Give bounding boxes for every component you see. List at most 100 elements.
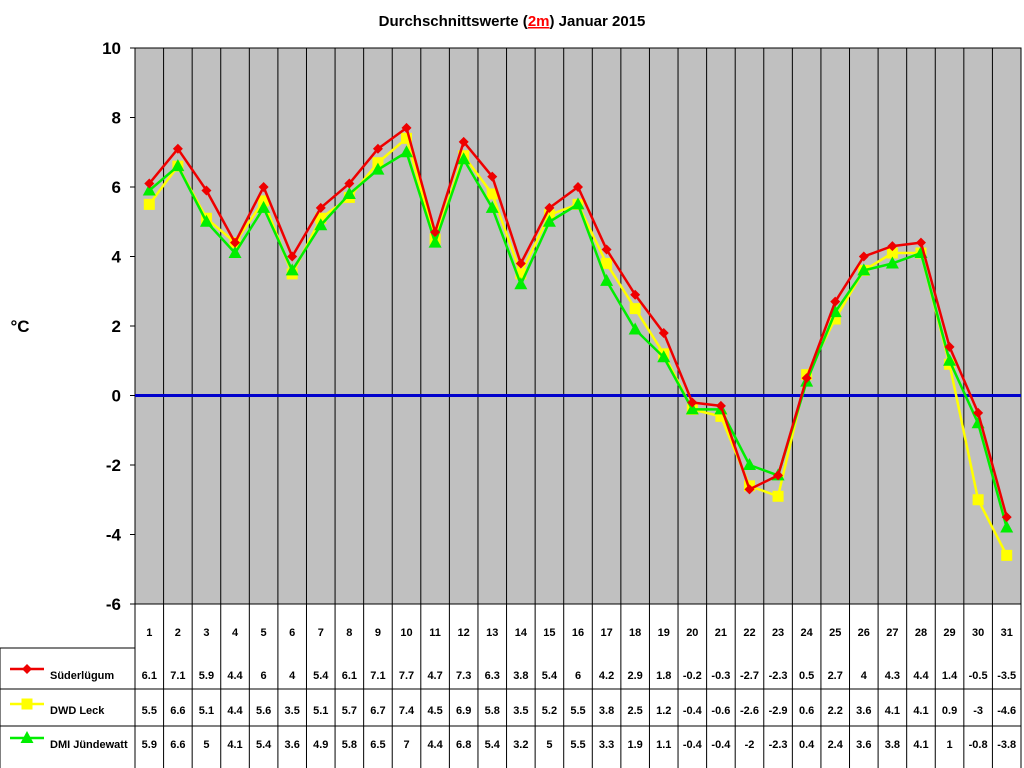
data-point-s-derl-gum: [601, 244, 612, 255]
table-cell-s-derl-gum: 4.7: [427, 670, 442, 682]
data-point-dwd-leck: [629, 303, 641, 315]
x-tick-label: 15: [543, 627, 555, 639]
x-tick-label: 14: [515, 627, 528, 639]
data-point-dmi-j-ndewatt: [571, 197, 585, 210]
table-cell-s-derl-gum: 7.3: [456, 670, 471, 682]
data-point-s-derl-gum: [287, 251, 298, 262]
table-cell-dwd-leck: 3.8: [599, 705, 614, 717]
data-point-s-derl-gum: [344, 178, 355, 189]
table-cell-s-derl-gum: 0.5: [799, 670, 814, 682]
data-point-s-derl-gum: [401, 122, 412, 133]
table-cell-dwd-leck: 0.6: [799, 705, 814, 717]
data-point-s-derl-gum: [687, 397, 698, 408]
data-point-s-derl-gum: [315, 202, 326, 213]
data-point-dmi-j-ndewatt: [857, 263, 871, 276]
table-cell-dmi-j-ndewatt: 5: [546, 739, 552, 751]
data-point-s-derl-gum: [258, 182, 269, 192]
table-cell-dwd-leck: 4.1: [885, 705, 900, 717]
y-tick-label: 0: [112, 387, 121, 406]
table-cell-s-derl-gum: -0.2: [683, 670, 702, 682]
x-tick-label: 16: [572, 627, 584, 639]
data-point-s-derl-gum: [230, 237, 241, 248]
data-point-s-derl-gum: [487, 171, 498, 182]
table-cell-dwd-leck: 3.5: [285, 705, 300, 717]
table-cell-dwd-leck: 2.2: [828, 705, 843, 717]
table-cell-dmi-j-ndewatt: 4.9: [313, 739, 328, 751]
y-axis-unit-label: °C: [10, 317, 29, 336]
table-cell-dwd-leck: -2.9: [769, 705, 788, 717]
legend-swatch-marker-dmi-j-ndewatt: [20, 731, 34, 743]
data-point-dwd-leck: [1001, 549, 1013, 561]
x-tick-label: 30: [972, 627, 984, 639]
data-point-s-derl-gum: [144, 178, 155, 189]
table-cell-dwd-leck: 5.2: [542, 705, 557, 717]
x-tick-label: 17: [600, 627, 612, 639]
data-point-dmi-j-ndewatt: [400, 145, 414, 158]
data-point-dwd-leck: [829, 313, 841, 325]
chart-title: Durchschnittswerte (2m) Januar 2015: [379, 13, 646, 30]
legend-swatch-marker-s-derl-gum: [22, 664, 32, 674]
data-point-s-derl-gum: [715, 400, 726, 411]
table-cell-s-derl-gum: -0.3: [711, 670, 730, 682]
table-cell-s-derl-gum: 6.1: [342, 670, 357, 682]
chart-title-highlight: 2m: [528, 13, 550, 30]
table-cell-dmi-j-ndewatt: 3.3: [599, 739, 614, 751]
table-cell-s-derl-gum: 7.1: [170, 670, 185, 682]
data-point-dmi-j-ndewatt: [228, 246, 242, 259]
data-point-dmi-j-ndewatt: [485, 200, 499, 213]
table-cell-dwd-leck: 5.5: [142, 705, 157, 717]
table-cell-dwd-leck: 0.9: [942, 705, 957, 717]
table-cell-s-derl-gum: 4: [861, 670, 868, 682]
table-cell-dmi-j-ndewatt: 1.1: [656, 739, 671, 751]
table-cell-dmi-j-ndewatt: 6.5: [370, 739, 385, 751]
table-cell-dmi-j-ndewatt: 5.5: [570, 739, 585, 751]
data-point-s-derl-gum: [944, 341, 955, 352]
y-tick-label: 2: [112, 317, 121, 336]
table-cell-s-derl-gum: 6: [575, 670, 581, 682]
table-cell-dmi-j-ndewatt: 5.4: [485, 739, 501, 751]
table-cell-dmi-j-ndewatt: 6.8: [456, 739, 471, 751]
table-cell-s-derl-gum: -0.5: [969, 670, 988, 682]
data-point-dmi-j-ndewatt: [285, 263, 299, 276]
table-cell-dmi-j-ndewatt: 1.9: [628, 739, 643, 751]
table-cell-s-derl-gum: 6.1: [142, 670, 157, 682]
table-cell-s-derl-gum: 1.8: [656, 670, 671, 682]
data-point-dwd-leck: [886, 247, 898, 259]
data-point-dmi-j-ndewatt: [685, 402, 699, 415]
table-cell-dmi-j-ndewatt: 3.6: [285, 739, 300, 751]
data-point-dwd-leck: [772, 490, 784, 502]
data-point-dwd-leck: [601, 257, 613, 269]
x-tick-label: 7: [318, 627, 324, 639]
data-point-dwd-leck: [143, 198, 155, 210]
table-cell-dwd-leck: 5.6: [256, 705, 271, 717]
table-cell-s-derl-gum: 5.4: [542, 670, 558, 682]
x-tick-label: 22: [743, 627, 755, 639]
table-cell-s-derl-gum: -2.3: [769, 670, 788, 682]
chart-title-prefix: Durchschnittswerte (: [379, 13, 528, 30]
data-point-dmi-j-ndewatt: [742, 458, 756, 470]
table-cell-s-derl-gum: -3.5: [997, 670, 1016, 682]
data-point-dmi-j-ndewatt: [171, 159, 185, 172]
table-cell-dwd-leck: 5.1: [313, 705, 328, 717]
table-cell-dwd-leck: 5.7: [342, 705, 357, 717]
data-point-dmi-j-ndewatt: [943, 353, 957, 366]
data-point-s-derl-gum: [830, 296, 841, 307]
table-cell-dmi-j-ndewatt: 1: [946, 739, 952, 751]
x-tick-label: 5: [261, 627, 267, 639]
table-cell-dmi-j-ndewatt: -0.8: [969, 739, 988, 751]
x-tick-label: 4: [232, 627, 239, 639]
table-cell-dwd-leck: -3: [973, 705, 983, 717]
data-point-dmi-j-ndewatt: [514, 277, 528, 290]
data-point-dmi-j-ndewatt: [542, 214, 556, 227]
table-cell-dmi-j-ndewatt: 5.4: [256, 739, 272, 751]
table-cell-dmi-j-ndewatt: 7: [403, 739, 409, 751]
table-cell-dwd-leck: -0.6: [711, 705, 730, 717]
x-tick-label: 19: [658, 627, 670, 639]
legend-swatch-marker-dwd-leck: [21, 698, 33, 710]
y-tick-label: 6: [112, 178, 121, 197]
data-point-dmi-j-ndewatt: [600, 273, 614, 286]
table-cell-dmi-j-ndewatt: 4.1: [227, 739, 242, 751]
table-cell-s-derl-gum: 4.2: [599, 670, 614, 682]
table-cell-dmi-j-ndewatt: -3.8: [997, 739, 1016, 751]
